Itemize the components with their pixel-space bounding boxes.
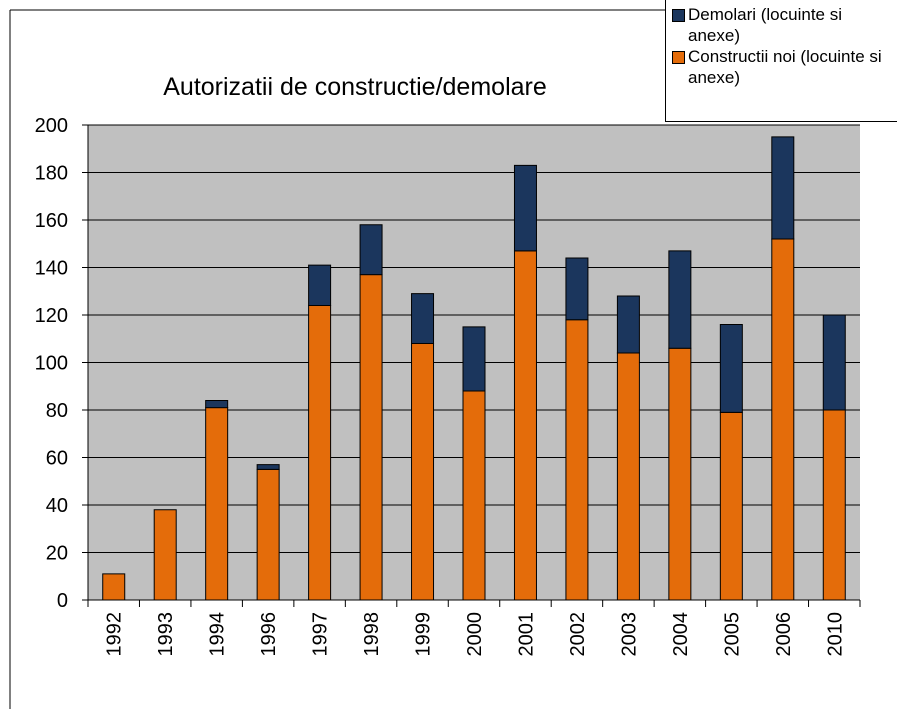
legend-label: Constructii noi (locuinte si anexe)	[688, 47, 882, 87]
bar-segment	[565, 257, 589, 321]
x-tick-label: 2005	[721, 612, 743, 657]
x-tick-label: 1992	[104, 612, 126, 657]
x-tick-label: 1996	[258, 612, 280, 657]
y-tick-label: 60	[46, 448, 68, 470]
y-tick-label: 80	[46, 400, 68, 422]
bar-segment	[771, 238, 795, 601]
y-tick-label: 40	[46, 495, 68, 517]
y-tick-label: 180	[35, 163, 68, 185]
bar-segment	[308, 305, 332, 601]
y-tick-label: 200	[35, 115, 68, 137]
bar-segment	[822, 409, 846, 601]
x-tick-label: 2010	[824, 612, 846, 657]
bar-segment	[359, 224, 383, 276]
bar-segment	[513, 164, 537, 252]
bar-segment	[153, 509, 177, 601]
x-tick-label: 2003	[618, 612, 640, 657]
legend-swatch	[672, 9, 685, 22]
bar-segment	[462, 326, 486, 392]
bar-segment	[359, 274, 383, 601]
bar-segment	[771, 136, 795, 240]
bar-segment	[411, 343, 435, 601]
bar-segment	[256, 468, 280, 601]
x-tick-label: 1997	[310, 612, 332, 657]
bar-segment	[205, 400, 229, 409]
bar-segment	[256, 464, 280, 470]
bar-segment	[616, 352, 640, 601]
x-tick-label: 2000	[464, 612, 486, 657]
legend-item: Demolari (locuinte si anexe)	[672, 4, 897, 46]
bar-segment	[565, 319, 589, 601]
x-tick-label: 1993	[155, 612, 177, 657]
bar-segment	[616, 295, 640, 354]
legend-label: Demolari (locuinte si anexe)	[688, 5, 842, 45]
bar-segment	[668, 347, 692, 601]
y-tick-label: 160	[35, 210, 68, 232]
x-tick-label: 1994	[207, 612, 229, 657]
y-tick-label: 20	[46, 543, 68, 565]
chart-title: Autorizatii de constructie/demolare	[163, 73, 547, 101]
y-tick-label: 120	[35, 305, 68, 327]
bar-segment	[822, 314, 846, 411]
bar-segment	[462, 390, 486, 601]
x-tick-label: 2001	[515, 612, 537, 657]
x-tick-label: 2006	[773, 612, 795, 657]
bar-segment	[719, 324, 743, 413]
bar-segment	[411, 293, 435, 344]
bar-segment	[308, 264, 332, 306]
y-tick-label: 0	[57, 590, 68, 612]
x-tick-label: 2002	[567, 612, 589, 657]
x-tick-label: 2004	[670, 612, 692, 657]
x-tick-label: 1999	[413, 612, 435, 657]
y-tick-label: 100	[35, 353, 68, 375]
bar-segment	[102, 573, 126, 601]
y-tick-label: 140	[35, 258, 68, 280]
bar-segment	[719, 411, 743, 601]
legend-item: Constructii noi (locuinte si anexe)	[672, 46, 897, 88]
legend-swatch	[672, 51, 685, 64]
bar-segment	[205, 407, 229, 601]
bar-segment	[668, 250, 692, 349]
legend: Demolari (locuinte si anexe) Constructii …	[665, 0, 897, 122]
x-tick-label: 1998	[361, 612, 383, 657]
bar-segment	[513, 250, 537, 601]
